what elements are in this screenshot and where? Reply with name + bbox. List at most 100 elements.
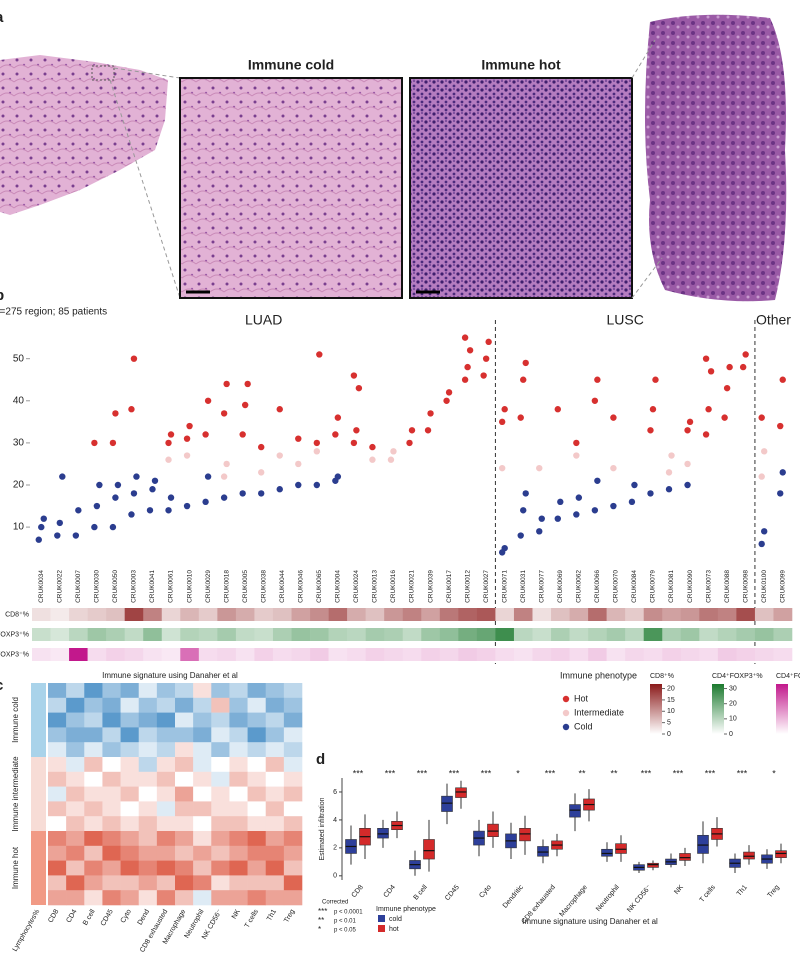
heat-cell xyxy=(283,683,303,699)
strip-cell xyxy=(402,648,422,661)
strip-cell xyxy=(699,608,719,621)
strip-cell xyxy=(421,628,441,641)
colorbar xyxy=(776,684,788,734)
group-label: Immune intermediate xyxy=(11,756,20,832)
heat-cell xyxy=(102,786,121,802)
heat-cell xyxy=(102,875,121,891)
sig-legend-label: p < 0.05 xyxy=(334,928,357,934)
heat-cell xyxy=(193,771,212,787)
heat-cell xyxy=(247,890,267,906)
point xyxy=(183,435,191,442)
point xyxy=(501,406,508,413)
heat-cell xyxy=(229,801,248,817)
point xyxy=(35,536,42,543)
strip-cell xyxy=(254,648,274,661)
strip-cell xyxy=(328,608,348,621)
column-label: B cell xyxy=(82,908,97,927)
box xyxy=(697,834,709,854)
x-tick-label: CRUK0018 xyxy=(223,570,230,603)
heat-cell xyxy=(84,860,103,876)
heat-cell xyxy=(229,683,248,699)
heat-cell xyxy=(229,712,248,728)
heat-cell xyxy=(265,786,285,802)
strip-cell xyxy=(180,608,200,621)
heat-cell xyxy=(66,890,85,906)
legend-label: Cold xyxy=(574,721,593,731)
point xyxy=(443,397,450,404)
strip-cell xyxy=(87,628,107,641)
point xyxy=(665,486,673,493)
point xyxy=(151,477,159,484)
strip-cell xyxy=(143,608,163,621)
point xyxy=(758,540,765,548)
point xyxy=(522,359,529,367)
x-tick-label: CRUK0070 xyxy=(613,570,620,603)
strip-cell xyxy=(384,648,404,661)
heat-cell xyxy=(265,831,285,847)
strip-cell xyxy=(291,648,311,661)
legend-title: Immune phenotype xyxy=(376,906,436,913)
heat-cell xyxy=(138,875,158,891)
heat-cell xyxy=(229,697,248,713)
strip-cell xyxy=(365,628,385,641)
significance: *** xyxy=(545,768,556,778)
heat-cell xyxy=(156,860,176,876)
strip-cell xyxy=(69,648,88,661)
heat-cell xyxy=(175,697,194,713)
legend-label: Hot xyxy=(574,693,589,703)
point xyxy=(295,460,302,468)
heat-cell xyxy=(48,860,67,876)
point xyxy=(40,515,47,522)
point xyxy=(684,460,691,468)
heat-cell xyxy=(84,831,103,847)
heat-cell xyxy=(48,683,67,699)
point xyxy=(628,498,636,506)
strip-cell xyxy=(384,628,404,641)
heat-cell xyxy=(138,757,158,773)
legend-label: Intermediate xyxy=(574,707,624,717)
x-tick-label: CRUK0046 xyxy=(297,570,304,603)
x-tick-label: CRUK0069 xyxy=(557,570,564,603)
strip-cell xyxy=(643,628,663,641)
point xyxy=(75,507,82,514)
point xyxy=(464,363,471,371)
point xyxy=(220,473,228,480)
heat-cell xyxy=(102,831,121,847)
point xyxy=(369,443,376,451)
heat-cell xyxy=(156,831,176,847)
heat-cell xyxy=(48,727,67,743)
heat-cell xyxy=(211,816,230,832)
heat-cell xyxy=(211,875,230,891)
heat-cell xyxy=(66,786,85,802)
sig-legend-stars: ** xyxy=(318,916,324,925)
point xyxy=(723,384,731,392)
point xyxy=(295,435,302,442)
heat-cell xyxy=(156,683,176,699)
strip-cell xyxy=(754,608,774,621)
strip-cell xyxy=(272,608,292,621)
heat-cell xyxy=(193,697,212,713)
heat-cell xyxy=(102,757,121,773)
heat-cell xyxy=(84,727,103,743)
point xyxy=(220,494,228,501)
colorbar-tick-label: 20 xyxy=(729,701,737,708)
strip-cell xyxy=(569,648,589,661)
point xyxy=(760,448,768,455)
strip-cell xyxy=(254,608,274,621)
x-tick-label: CRUK0099 xyxy=(779,570,786,603)
heat-cell xyxy=(193,890,212,906)
strip-cell xyxy=(699,628,719,641)
significance: *** xyxy=(385,768,396,778)
strip-cell xyxy=(625,628,645,641)
strip-cell xyxy=(699,648,719,661)
x-tick-label: Macrophage xyxy=(559,884,589,918)
heat-cell xyxy=(175,801,194,817)
heat-cell xyxy=(48,697,67,713)
group-label: Immune hot xyxy=(11,846,20,889)
point xyxy=(186,422,193,430)
heat-cell xyxy=(84,757,103,773)
heat-cell xyxy=(84,801,103,817)
heat-cell xyxy=(211,801,230,817)
point xyxy=(501,544,508,552)
heat-cell xyxy=(156,742,176,758)
